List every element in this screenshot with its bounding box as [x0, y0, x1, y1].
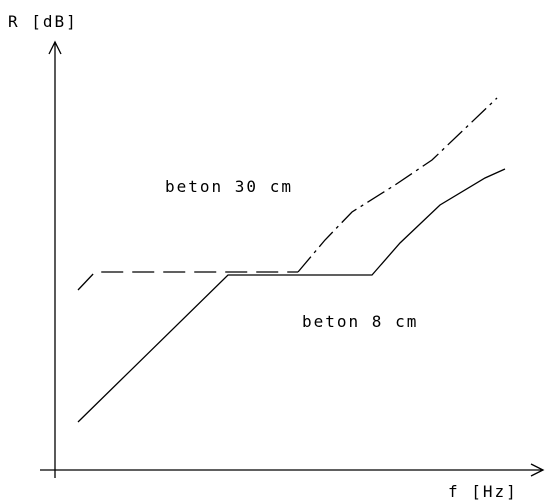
x-axis-label: f [Hz]	[448, 482, 518, 501]
y-axis-label: R [dB]	[8, 12, 78, 31]
curve-beton-30-upper	[297, 97, 498, 273]
curve-label: beton 30 cm	[165, 177, 293, 196]
curve-beton-30	[77, 271, 298, 291]
curve-label: beton 8 cm	[302, 312, 418, 331]
curve-beton-8	[77, 168, 506, 423]
x-axis-arrow	[530, 463, 545, 477]
y-axis-arrow	[48, 40, 62, 55]
